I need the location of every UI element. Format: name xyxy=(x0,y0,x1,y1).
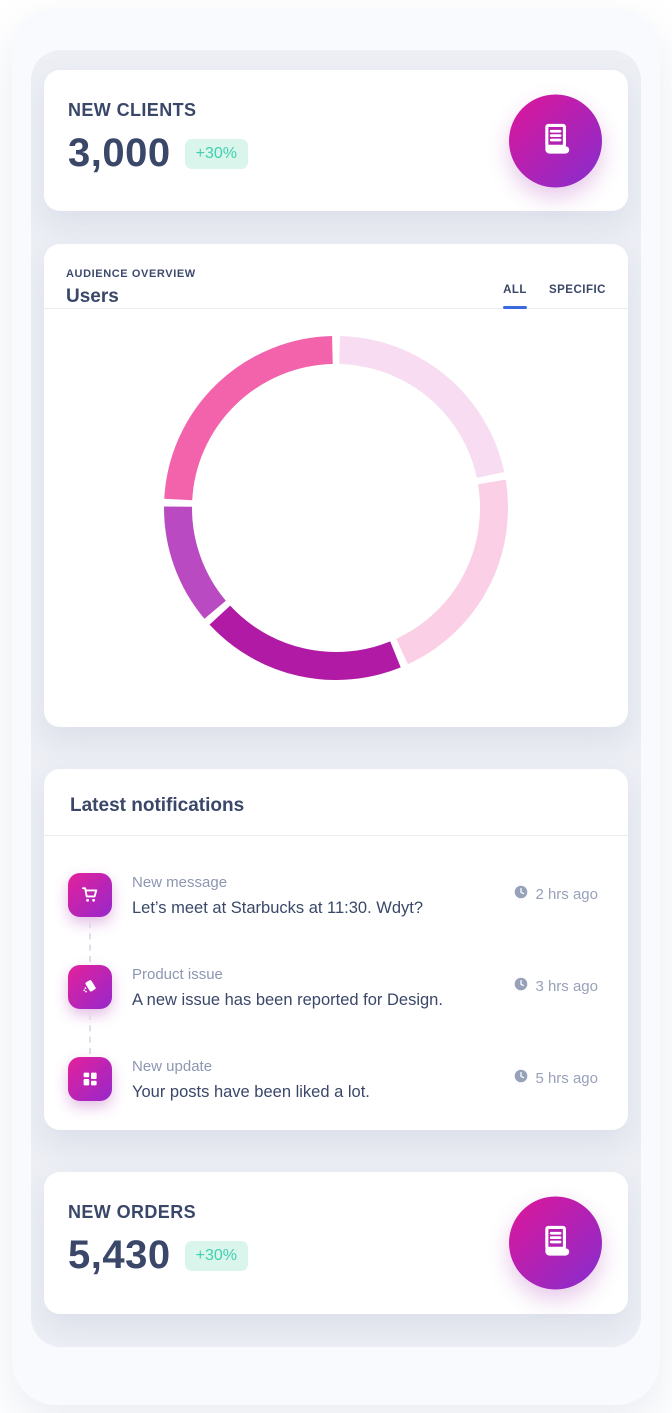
new-orders-delta-badge: +30% xyxy=(184,1240,248,1271)
grid-icon xyxy=(68,1057,112,1101)
donut-segment xyxy=(164,336,333,501)
cart-icon xyxy=(68,873,112,917)
notification-title: Product issue xyxy=(132,966,223,983)
new-orders-card: NEW ORDERS 5,430 +30% xyxy=(44,1172,628,1314)
notifications-divider xyxy=(44,835,628,836)
notifications-list: New message Let’s meet at Starbucks at 1… xyxy=(44,836,628,1149)
new-clients-card: NEW CLIENTS 3,000 +30% xyxy=(44,70,628,211)
report-card-icon xyxy=(68,965,112,1009)
receipt-icon xyxy=(534,117,578,164)
donut-segment xyxy=(209,605,401,680)
notification-time: 2 hrs ago xyxy=(535,885,598,903)
audience-tabs: ALL SPECIFIC xyxy=(503,284,606,309)
notification-body: A new issue has been reported for Design… xyxy=(132,991,443,1009)
new-orders-value: 5,430 xyxy=(68,1233,171,1277)
notifications-card: Latest notifications New message xyxy=(44,769,628,1130)
receipt-icon xyxy=(534,1220,578,1267)
donut-segment xyxy=(339,336,505,479)
clock-icon xyxy=(514,885,528,903)
new-orders-report-button[interactable] xyxy=(509,1196,602,1290)
audience-kicker: AUDIENCE OVERVIEW xyxy=(66,268,196,280)
notification-row-new-update[interactable]: New update Your posts have been liked a … xyxy=(68,1057,598,1149)
clock-icon xyxy=(514,977,528,995)
donut-segment xyxy=(395,479,508,665)
timeline-connector xyxy=(89,922,91,962)
notification-row-new-message[interactable]: New message Let’s meet at Starbucks at 1… xyxy=(68,873,598,965)
notifications-title: Latest notifications xyxy=(70,795,245,816)
notification-time: 5 hrs ago xyxy=(535,1069,598,1087)
tab-all[interactable]: ALL xyxy=(503,284,527,309)
new-clients-title: NEW CLIENTS xyxy=(68,100,197,120)
users-donut-chart xyxy=(44,336,628,680)
notification-time: 3 hrs ago xyxy=(535,977,598,995)
notification-body: Let’s meet at Starbucks at 11:30. Wdyt? xyxy=(132,899,424,917)
audience-overview-card: AUDIENCE OVERVIEW Users ALL SPECIFIC xyxy=(44,244,628,727)
tab-specific[interactable]: SPECIFIC xyxy=(549,284,606,308)
notification-title: New message xyxy=(132,874,228,891)
new-clients-delta-badge: +30% xyxy=(184,138,248,169)
new-orders-title: NEW ORDERS xyxy=(68,1202,197,1222)
new-clients-report-button[interactable] xyxy=(509,94,602,187)
audience-title: Users xyxy=(66,286,119,307)
dashboard-scroll-area: NEW CLIENTS 3,000 +30% xyxy=(31,50,641,1347)
clock-icon xyxy=(514,1069,528,1087)
donut-chart-svg xyxy=(164,336,508,680)
donut-segment xyxy=(164,506,227,619)
audience-divider xyxy=(44,308,628,309)
notification-row-product-issue[interactable]: Product issue A new issue has been repor… xyxy=(68,965,598,1057)
timeline-connector xyxy=(89,1014,91,1054)
notification-body: Your posts have been liked a lot. xyxy=(132,1083,370,1101)
new-clients-value: 3,000 xyxy=(68,131,171,175)
notification-title: New update xyxy=(132,1058,213,1075)
phone-screen: NEW CLIENTS 3,000 +30% xyxy=(12,8,660,1405)
